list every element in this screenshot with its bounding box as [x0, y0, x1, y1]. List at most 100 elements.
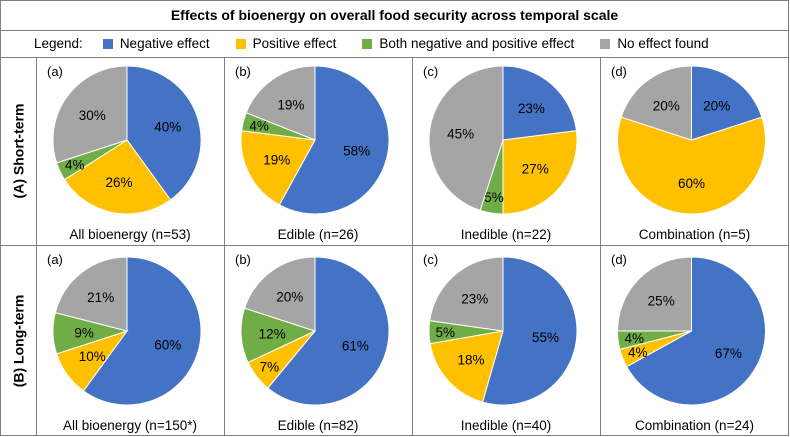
pie-panel-long-term-d: (d) Combination (n=24) 67% 4% 4% 25% — [600, 245, 789, 436]
pie-caption: All bioenergy (n=53) — [69, 227, 191, 242]
pie-caption: Edible (n=82) — [277, 418, 359, 433]
pie-panel-long-term-b: (b) Edible (n=82) 61% 7% 12% 20% — [224, 245, 412, 436]
pie-slice-positive — [617, 116, 766, 215]
pie-slice-positive — [240, 130, 316, 206]
panel-letter: (b) — [235, 252, 251, 267]
pie-slice-negative — [278, 65, 390, 215]
pie-slice-none — [54, 256, 128, 332]
grid-col-separator — [600, 57, 601, 436]
pie-label-both: 9% — [74, 325, 94, 340]
pie-label-none: 30% — [79, 108, 106, 123]
pie-caption: Inedible (n=40) — [460, 418, 552, 433]
pie-label-negative: 60% — [154, 337, 181, 352]
pie-chart: 60% 10% 9% 21% — [52, 256, 202, 406]
pie-label-positive: 27% — [522, 161, 549, 176]
grid-under-legend — [0, 57, 789, 58]
pie-panel-short-term-b: (b) Edible (n=26) 58% 19% 4% 19% — [224, 57, 412, 245]
pie-label-negative: 67% — [715, 346, 742, 361]
pie-slice-none — [620, 65, 692, 141]
pie-panel-long-term-a: (a) All bioenergy (n=150*) 60% 10% 9% 21% — [36, 245, 224, 436]
pie-slice-negative — [82, 256, 202, 406]
legend-swatch-both — [362, 38, 373, 49]
pie-caption: Inedible (n=22) — [460, 227, 552, 242]
pie-chart: 67% 4%4% 25% — [616, 256, 766, 406]
legend-swatch-negative — [102, 38, 113, 49]
pie-label-positive: 19% — [263, 153, 290, 168]
pie-panel-short-term-d: (d) Combination (n=5) 20% 60% 20% — [600, 57, 789, 245]
pie-label-both: 4% — [249, 119, 269, 134]
pie-label-both: 5% — [484, 190, 504, 205]
pie-caption: Edible (n=26) — [277, 227, 359, 242]
legend-item-both: Both negative and positive effect — [362, 36, 574, 51]
pie-slice-none — [429, 256, 504, 332]
pie-label-none: 21% — [87, 290, 114, 305]
pie-slice-negative — [625, 256, 766, 406]
pie-chart: 20% 60% 20% — [617, 65, 766, 215]
pie-label-positive: 4% — [628, 345, 648, 360]
pie-label-both: 4% — [65, 158, 85, 173]
pie-label-both: 4% — [624, 331, 644, 346]
pie-slice-negative — [267, 256, 390, 406]
grid-left — [0, 0, 1, 436]
pie-caption: Combination (n=24) — [635, 418, 754, 433]
panel-letter: (c) — [423, 64, 439, 79]
pie-slice-none — [245, 65, 316, 141]
pie-chart: 23% 27% 5% 45% — [428, 65, 578, 215]
pie-chart: 40% 26% 4% 30% — [52, 65, 202, 215]
pie-chart: 61% 7% 12% 20% — [240, 256, 390, 406]
pie-label-positive: 60% — [678, 176, 705, 191]
pie-label-none: 19% — [277, 98, 304, 113]
pie-chart: 58% 19% 4% 19% — [240, 65, 390, 215]
pie-label-none: 23% — [461, 292, 488, 307]
legend-text-negative: Negative effect — [119, 36, 210, 51]
pie-caption: All bioenergy (n=150*) — [63, 418, 197, 433]
panel-letter: (a) — [47, 252, 63, 267]
legend-text-positive: Positive effect — [252, 36, 337, 51]
pie-label-none: 20% — [276, 289, 303, 304]
pie-label-negative: 20% — [703, 98, 730, 113]
legend-text-none: No effect found — [617, 36, 709, 51]
pie-label-positive: 26% — [105, 175, 132, 190]
pie-chart: 55% 18%5% 23% — [428, 256, 578, 406]
legend-item-none: No effect found — [600, 36, 709, 51]
legend-swatch-positive — [235, 38, 246, 49]
pie-label-negative: 61% — [342, 339, 369, 354]
panel-letter: (d) — [611, 64, 627, 79]
pie-slice-positive — [429, 330, 504, 403]
pie-label-both: 5% — [436, 325, 456, 340]
pie-label-none: 20% — [653, 98, 680, 113]
panel-letter: (b) — [235, 64, 251, 79]
pie-label-positive: 18% — [457, 353, 484, 368]
pie-slice-positive — [502, 130, 578, 215]
pie-slice-positive — [63, 139, 172, 215]
pie-slice-none — [52, 65, 128, 164]
pie-label-negative: 40% — [154, 120, 181, 135]
pie-label-positive: 7% — [260, 359, 280, 374]
pie-slice-none — [243, 256, 316, 332]
pie-slice-negative — [691, 65, 763, 141]
legend: Legend: Negative effect Positive effect … — [0, 30, 789, 57]
legend-text-both: Both negative and positive effect — [379, 36, 575, 51]
grid-row-separator — [0, 245, 789, 246]
pie-label-negative: 23% — [518, 101, 545, 116]
pie-label-none: 25% — [648, 294, 675, 309]
grid-col-separator — [412, 57, 413, 436]
pie-panel-short-term-c: (c) Inedible (n=22) 23% 27% 5% 45% — [412, 57, 600, 245]
panel-letter: (d) — [611, 252, 627, 267]
grid-right — [788, 0, 789, 436]
legend-item-negative: Negative effect — [102, 36, 210, 51]
pie-slice-none — [428, 65, 504, 212]
grid-top — [0, 0, 789, 1]
pie-slice-none — [616, 256, 692, 332]
pie-label-positive: 10% — [79, 349, 106, 364]
pie-slice-negative — [502, 65, 577, 141]
panel-letter: (a) — [47, 64, 63, 79]
pie-slice-negative — [481, 256, 578, 406]
legend-swatch-none — [600, 38, 611, 49]
pie-panel-short-term-a: (a) All bioenergy (n=53) 40% 26% 4% 30% — [36, 57, 224, 245]
grid-col-separator — [224, 57, 225, 436]
pie-slice-negative — [126, 65, 202, 201]
pie-label-none: 45% — [447, 126, 474, 141]
grid-under-title — [0, 30, 789, 31]
